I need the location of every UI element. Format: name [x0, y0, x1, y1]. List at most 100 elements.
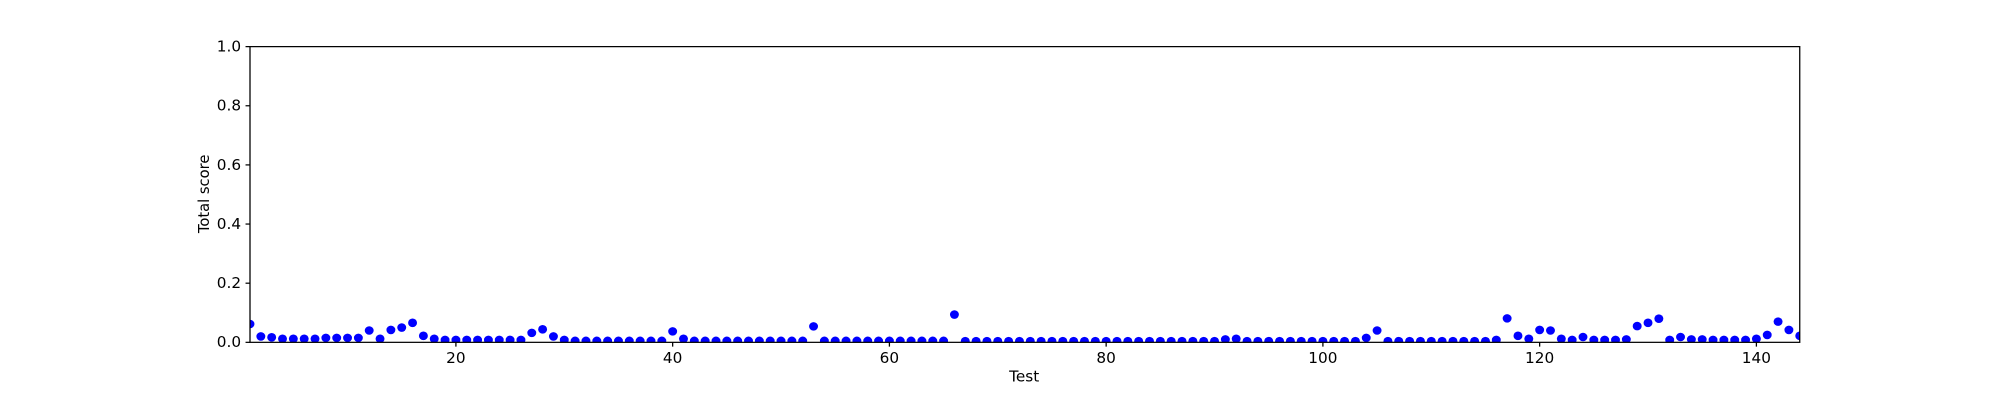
point [895, 336, 905, 343]
point [624, 336, 634, 343]
point [830, 336, 840, 343]
point [1047, 336, 1057, 343]
point [646, 336, 656, 343]
point [494, 335, 504, 343]
point [1524, 334, 1534, 343]
point [1567, 335, 1577, 343]
point [700, 336, 710, 343]
x-tick-label: 60 [880, 349, 899, 367]
point [1589, 335, 1599, 343]
point [1491, 335, 1501, 343]
point [1383, 336, 1393, 343]
point [635, 336, 645, 343]
point [689, 336, 699, 343]
point [733, 336, 743, 343]
point [1080, 336, 1089, 343]
y-tick-label: 0.8 [217, 97, 241, 115]
point [668, 327, 678, 336]
point [1014, 336, 1024, 343]
point [310, 334, 320, 343]
point [993, 336, 1003, 343]
point [1155, 336, 1165, 343]
point [1611, 335, 1620, 343]
point [1242, 336, 1252, 343]
point [949, 310, 959, 319]
point [1004, 336, 1014, 343]
point [1459, 336, 1469, 343]
point [278, 334, 287, 343]
point [884, 336, 894, 343]
x-tick-label: 140 [1742, 349, 1771, 367]
point [1188, 336, 1198, 343]
point [429, 334, 439, 343]
point [418, 331, 428, 341]
point [1199, 336, 1209, 343]
point [787, 336, 797, 343]
x-tick-label: 120 [1525, 349, 1554, 367]
point [1318, 336, 1328, 343]
point [473, 335, 483, 343]
point [928, 336, 938, 343]
x-tick-label: 80 [1096, 349, 1115, 367]
point [754, 336, 764, 343]
point [1264, 336, 1274, 343]
point [1502, 314, 1512, 323]
point [1751, 334, 1761, 343]
point [1665, 335, 1675, 343]
point [1480, 336, 1490, 343]
point [538, 325, 548, 334]
point [256, 332, 266, 341]
point [1134, 336, 1144, 343]
point [809, 322, 819, 331]
point [614, 336, 623, 343]
point [1361, 333, 1371, 343]
point [1654, 314, 1664, 323]
point [1036, 336, 1046, 343]
point [1090, 336, 1100, 343]
point [863, 336, 873, 343]
x-tick-label: 100 [1308, 349, 1337, 367]
point [1708, 335, 1718, 343]
point [841, 336, 851, 343]
point [386, 325, 396, 335]
point [1621, 335, 1631, 343]
point [321, 333, 331, 343]
y-tick-label: 1.0 [217, 38, 241, 56]
point [744, 336, 753, 343]
point [1762, 330, 1772, 340]
point [408, 318, 418, 328]
point [819, 336, 829, 343]
point [267, 333, 277, 342]
point [1632, 321, 1642, 331]
point [1285, 336, 1295, 343]
point [852, 336, 862, 343]
point [1069, 336, 1079, 343]
point [1394, 336, 1404, 343]
points [250, 310, 1800, 343]
point [1697, 335, 1707, 343]
point [527, 328, 537, 338]
point [1470, 336, 1480, 343]
point [364, 326, 374, 335]
point [798, 336, 808, 343]
point [250, 319, 255, 329]
point [483, 335, 493, 343]
point [679, 334, 688, 343]
point [1448, 336, 1458, 343]
point [982, 336, 992, 343]
point [1546, 326, 1555, 335]
point [1275, 336, 1285, 343]
point [1166, 336, 1176, 343]
point [1177, 336, 1187, 343]
point [1145, 336, 1154, 343]
point [1773, 317, 1783, 326]
x-axis-label: Test [1008, 368, 1039, 386]
x-tick-label: 40 [663, 349, 682, 367]
point [1426, 336, 1436, 343]
point [1253, 336, 1263, 343]
point [711, 336, 721, 343]
point [440, 335, 450, 343]
point [917, 336, 927, 343]
point [1231, 334, 1241, 343]
